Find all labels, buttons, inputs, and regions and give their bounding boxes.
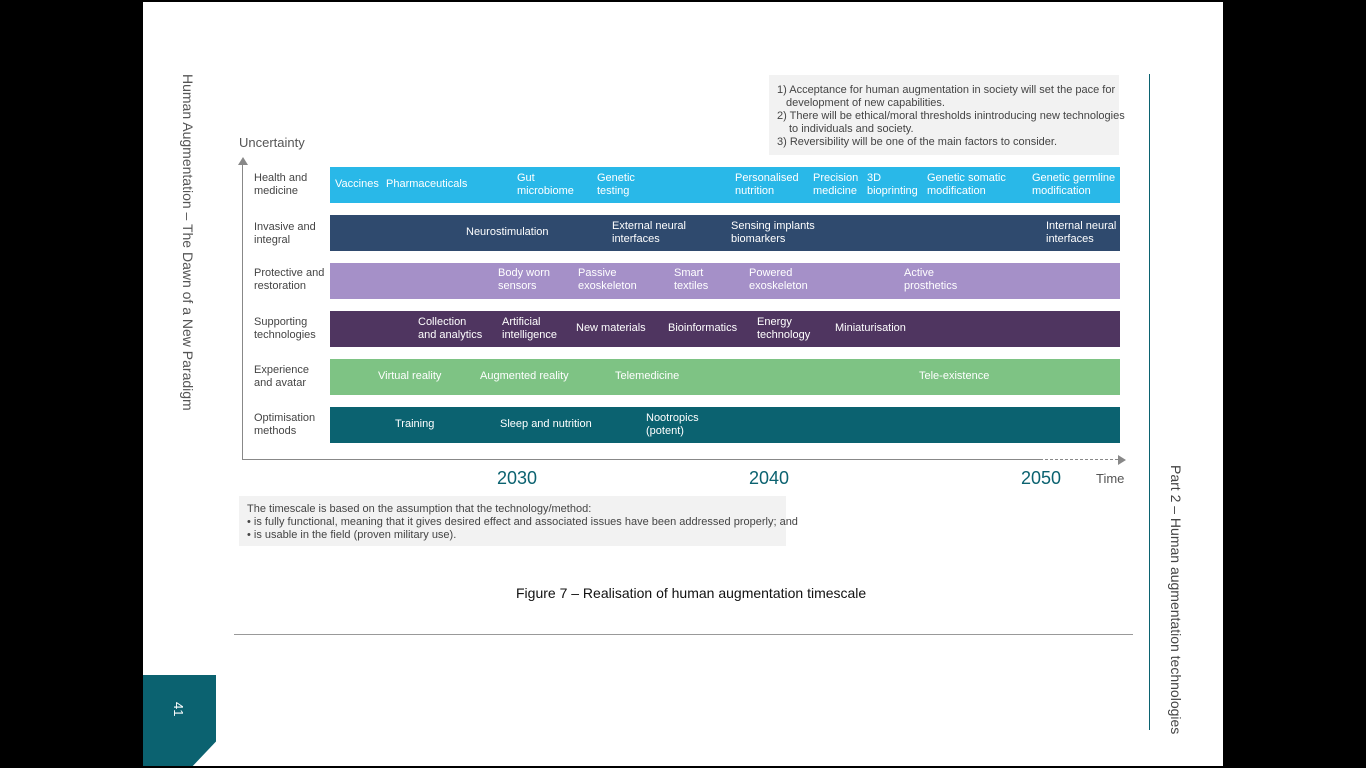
item-personalised-nutrition: Personalised nutrition [735, 172, 799, 197]
y-axis [242, 164, 243, 460]
row-label-invasive: Invasive and integral [254, 221, 334, 247]
item-3d-bioprinting: 3D bioprinting [867, 172, 918, 197]
item-passive-exoskeleton: Passive exoskeleton [578, 267, 637, 292]
margin-rule [1149, 74, 1150, 730]
item-energy-technology: Energy technology [757, 316, 811, 341]
row-label-supporting: Supporting technologies [254, 316, 334, 342]
item-sleep-nutrition: Sleep and nutrition [500, 418, 592, 430]
item-genetic-germline: Genetic germline modification [1032, 172, 1116, 197]
x-axis-arrow [1118, 455, 1126, 465]
bar-supporting: Collection and analytics Artificial intell… [330, 311, 1120, 347]
row-label-experience: Experience and avatar [254, 364, 334, 390]
row-label-line: restoration [254, 280, 306, 292]
row-label-health: Health and medicine [254, 172, 334, 198]
x-axis [242, 459, 1040, 460]
bar-protective: Body worn sensors Passive exoskeleton Smar… [330, 263, 1120, 299]
document-page: Human Augmentation – The Dawn of a New P… [143, 2, 1223, 766]
row-label-line: and avatar [254, 377, 306, 389]
item-active-prosthetics: Active prosthetics [904, 267, 958, 292]
note-line: • is fully functional, meaning that it g… [247, 516, 798, 528]
row-label-line: technologies [254, 329, 316, 341]
item-vaccines: Vaccines [335, 178, 379, 190]
row-label-line: methods [254, 425, 297, 437]
row-label-line: integral [254, 234, 291, 246]
item-sensing-implants: Sensing implants biomarkers [731, 220, 815, 245]
item-smart-textiles: Smart textiles [674, 267, 709, 292]
row-label-optimisation: Optimisation methods [254, 412, 334, 438]
item-miniaturisation: Miniaturisation [835, 322, 906, 334]
item-powered-exoskeleton: Powered exoskeleton [749, 267, 808, 292]
timescale-note: The timescale is based on the assumption… [239, 496, 798, 546]
item-external-neural-interfaces: External neural interfaces [612, 220, 686, 245]
item-new-materials: New materials [576, 322, 646, 334]
x-axis-label: Time [1096, 471, 1125, 486]
item-collection-analytics: Collection and analytics [418, 316, 483, 341]
assumptions-note: 1) Acceptance for human augmentation in … [769, 75, 1125, 155]
row-label-line: Supporting [254, 316, 308, 328]
item-pharmaceuticals: Pharmaceuticals [386, 178, 468, 190]
year-label-2030: 2030 [497, 468, 538, 488]
item-telemedicine: Telemedicine [615, 370, 680, 382]
item-body-worn-sensors: Body worn sensors [498, 267, 550, 292]
bar-experience: Virtual reality Augmented reality Teleme… [330, 359, 1120, 395]
y-axis-arrow [238, 157, 248, 165]
note-line: The timescale is based on the assumption… [247, 503, 592, 515]
bar-optimisation: Training Sleep and nutrition Nootropics(… [330, 407, 1120, 443]
row-label-line: Experience [254, 364, 310, 376]
item-internal-neural-interfaces: Internal neural interfaces [1046, 220, 1117, 245]
figure-caption: Figure 7 – Realisation of human augmenta… [516, 585, 867, 601]
page-number: 41 [171, 702, 186, 717]
y-axis-label: Uncertainty [239, 135, 305, 150]
note-line: to individuals and society. [789, 123, 914, 135]
row-label-line: Health and [254, 172, 308, 184]
note-line: 1) Acceptance for human augmentation in … [777, 84, 1116, 96]
item-genetic-somatic: Genetic somatic modification [927, 172, 1006, 197]
item-gut-microbiome: Gut microbiome [517, 172, 574, 197]
note-line: 2) There will be ethical/moral threshold… [777, 110, 1125, 122]
section-title: Part 2 – Human augmentation technologies [1168, 465, 1184, 735]
year-label-2050: 2050 [1021, 468, 1062, 488]
item-artificial-intelligence: Artificial intelligence [502, 316, 558, 341]
note-line: development of new capabilities. [786, 97, 945, 109]
row-label-line: Protective and [254, 267, 325, 279]
bar-health: Vaccines Pharmaceuticals Gut microbiome G… [330, 167, 1120, 203]
bottom-rule [234, 634, 1133, 635]
item-precision-medicine: Precision medicine [813, 172, 859, 197]
item-augmented-reality: Augmented reality [480, 370, 569, 382]
page-number-tab: 41 [143, 675, 216, 766]
row-label-protective: Protective and restoration [254, 267, 334, 293]
item-genetic-testing: Genetic testing [597, 172, 635, 197]
item-neurostimulation: Neurostimulation [466, 226, 549, 238]
item-nootropics: Nootropics (potent) [646, 412, 699, 437]
item-tele-existence: Tele-existence [919, 370, 990, 382]
row-label-line: medicine [254, 185, 299, 197]
x-axis-dashed-extension [1040, 459, 1118, 460]
row-label-line: Optimisation [254, 412, 316, 424]
bar-invasive: Neurostimulation External neural interfac… [330, 215, 1120, 251]
running-title: Human Augmentation – The Dawn of a New P… [180, 74, 196, 411]
item-bioinformatics: Bioinformatics [668, 322, 738, 334]
note-line: 3) Reversibility will be one of the main… [777, 136, 1058, 148]
year-label-2040: 2040 [749, 468, 790, 488]
item-virtual-reality: Virtual reality [378, 370, 442, 382]
note-line: • is usable in the field (proven militar… [247, 529, 457, 541]
item-training: Training [395, 418, 435, 430]
row-label-line: Invasive and [254, 221, 316, 233]
